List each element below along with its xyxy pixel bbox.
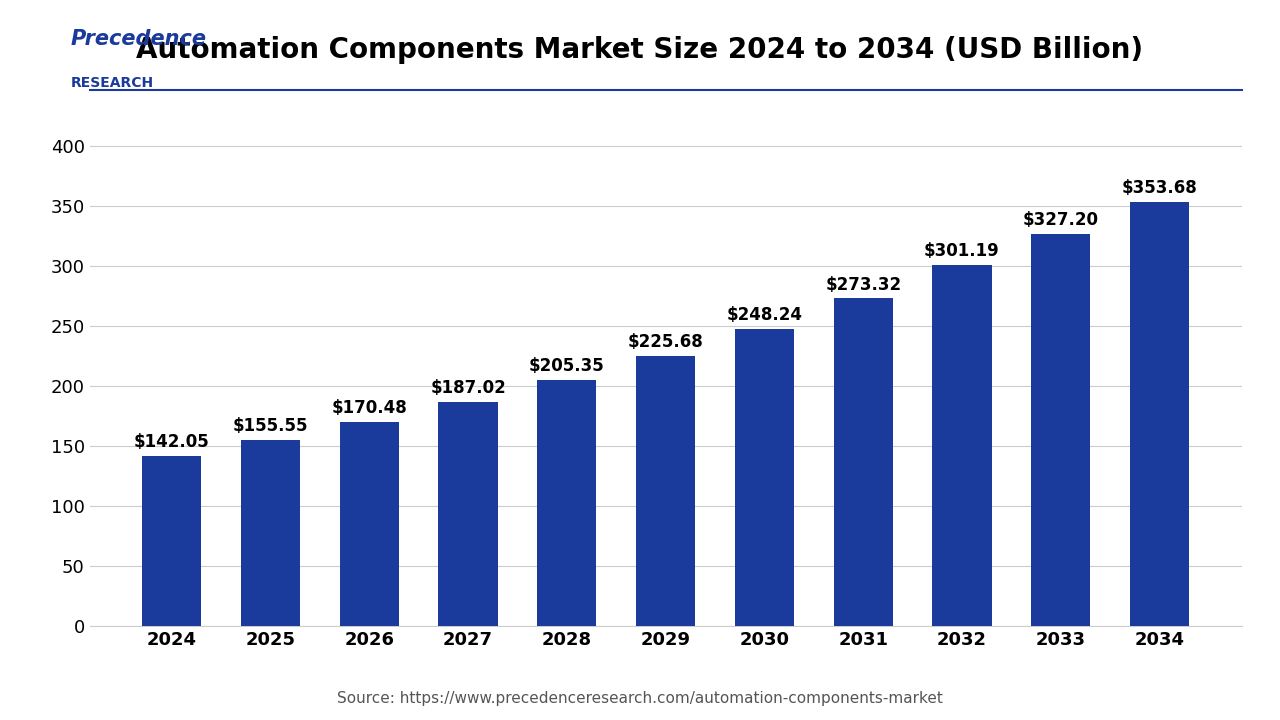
Bar [1032,234,1091,626]
Bar [538,380,596,626]
Text: RESEARCH: RESEARCH [70,76,154,89]
Text: $155.55: $155.55 [233,417,308,435]
Bar [1130,202,1189,626]
Bar [932,265,992,626]
Bar [241,440,300,626]
Text: $187.02: $187.02 [430,379,506,397]
Text: $205.35: $205.35 [529,357,604,375]
Bar [735,328,794,626]
Bar [636,356,695,626]
Text: $170.48: $170.48 [332,399,407,417]
Text: Precedence: Precedence [70,29,206,49]
Bar [438,402,498,626]
Bar [142,456,201,626]
Text: $225.68: $225.68 [627,333,704,351]
Text: $353.68: $353.68 [1121,179,1198,197]
Text: $301.19: $301.19 [924,242,1000,260]
Text: $327.20: $327.20 [1023,211,1098,229]
Text: $273.32: $273.32 [826,276,901,294]
Bar [339,422,399,626]
Bar [833,298,893,626]
Text: Automation Components Market Size 2024 to 2034 (USD Billion): Automation Components Market Size 2024 t… [137,36,1143,64]
Text: Source: https://www.precedenceresearch.com/automation-components-market: Source: https://www.precedenceresearch.c… [337,690,943,706]
Text: $248.24: $248.24 [726,306,803,324]
Text: $142.05: $142.05 [133,433,210,451]
